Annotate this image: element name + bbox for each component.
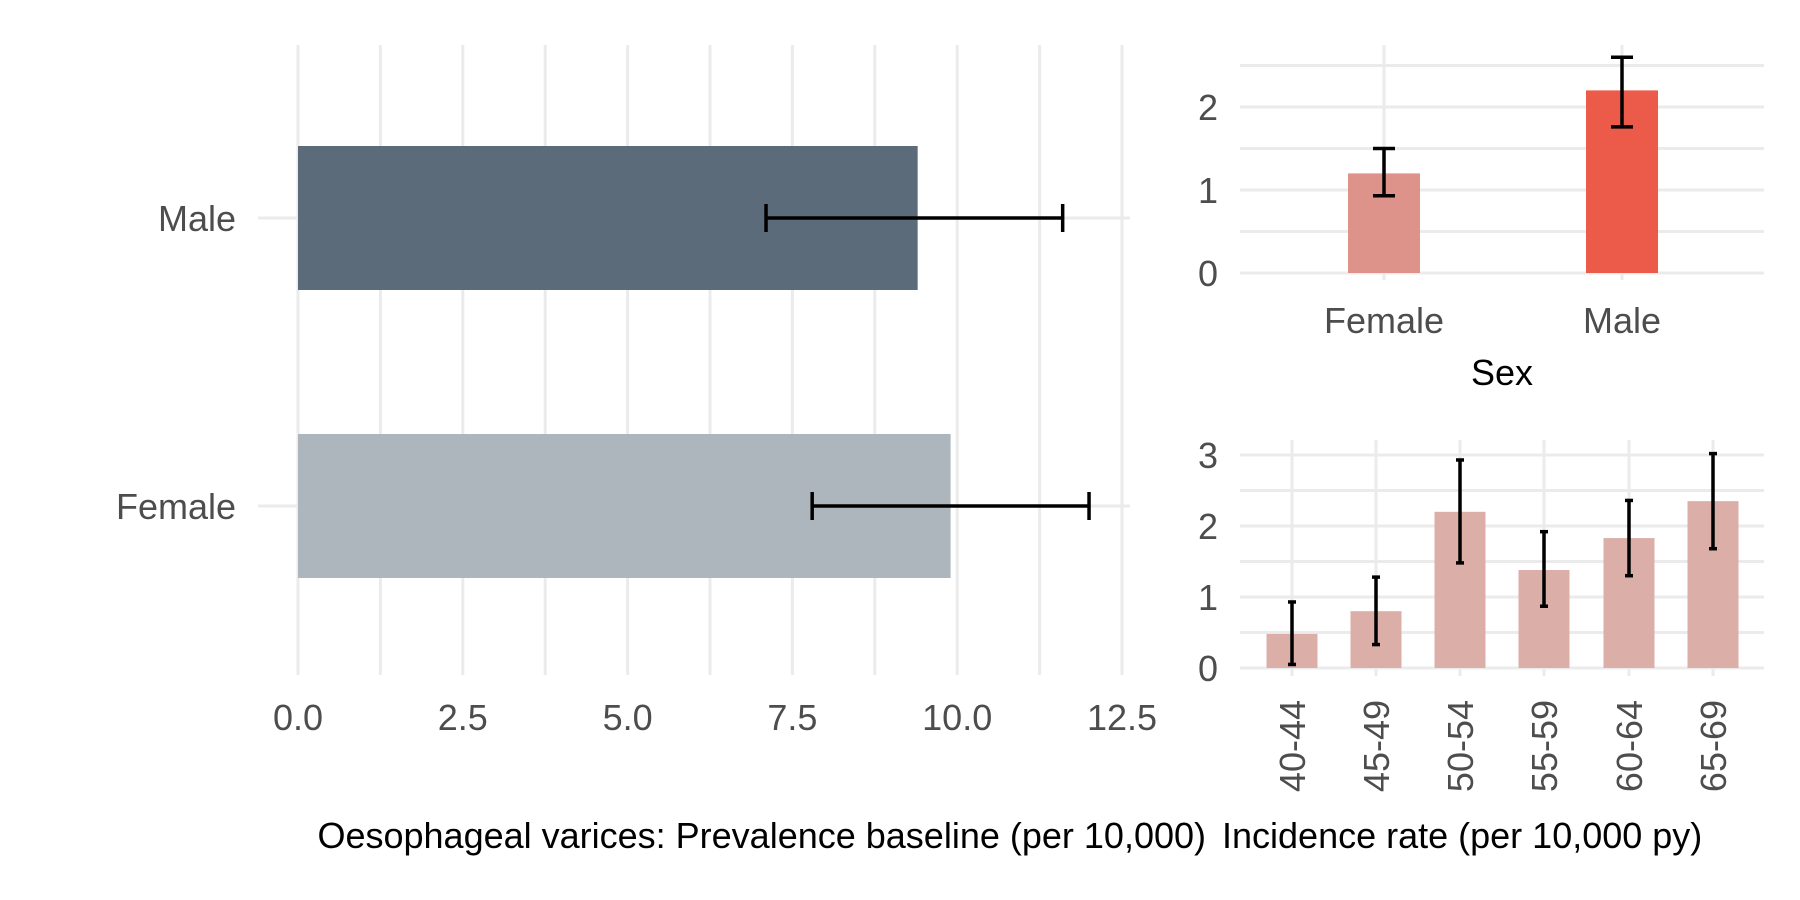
sex-x-tick-label: Female — [1324, 300, 1444, 341]
prevalence-x-tick-label: 2.5 — [438, 697, 488, 738]
age-x-tick-label: 40-44 — [1272, 700, 1313, 792]
age-x-tick-label: 65-69 — [1693, 700, 1734, 792]
age-y-tick-label: 1 — [1198, 577, 1218, 618]
sex-x-tick-label: Male — [1583, 300, 1661, 341]
sex-y-tick-label: 0 — [1198, 253, 1218, 294]
age-x-tick-label: 50-54 — [1440, 700, 1481, 792]
prevalence-category-label: Female — [116, 486, 236, 527]
sex-y-tick-label: 2 — [1198, 87, 1218, 128]
prevalence-x-tick-label: 5.0 — [603, 697, 653, 738]
sex-x-axis-title: Sex — [1471, 352, 1533, 393]
age-y-tick-label: 3 — [1198, 435, 1218, 476]
age-y-tick-label: 0 — [1198, 648, 1218, 689]
sex-y-tick-label: 1 — [1198, 170, 1218, 211]
age-x-axis-title: Incidence rate (per 10,000 py) — [1222, 815, 1702, 856]
age-x-tick-label: 60-64 — [1609, 700, 1650, 792]
prevalence-category-label: Male — [158, 198, 236, 239]
prevalence-x-tick-label: 7.5 — [767, 697, 817, 738]
prevalence-x-axis-title: Oesophageal varices: Prevalence baseline… — [317, 815, 1206, 856]
age-x-tick-label: 45-49 — [1356, 700, 1397, 792]
age-y-tick-label: 2 — [1198, 506, 1218, 547]
prevalence-x-tick-label: 0.0 — [273, 697, 323, 738]
prevalence-x-tick-label: 10.0 — [922, 697, 992, 738]
age-x-tick-label: 55-59 — [1524, 700, 1565, 792]
prevalence-x-tick-label: 12.5 — [1087, 697, 1157, 738]
